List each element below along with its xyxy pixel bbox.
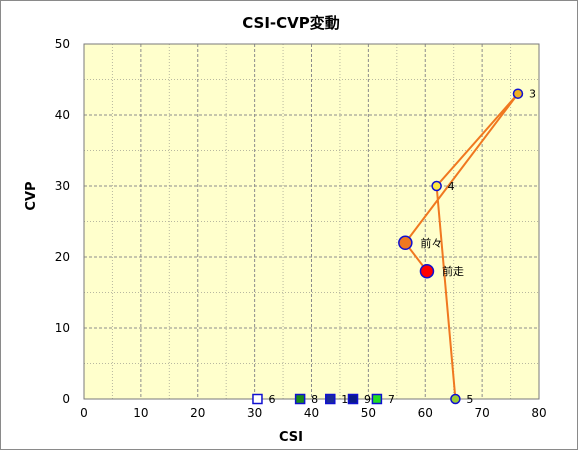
x-tick-label: 20 (190, 406, 205, 420)
y-tick-label: 20 (55, 250, 70, 264)
point-label-3: 3 (529, 88, 536, 101)
y-tick-label: 0 (62, 392, 70, 406)
point-marker-4 (431, 180, 442, 192)
y-axis-label: CVP (24, 181, 39, 210)
point-label-5: 5 (466, 393, 473, 406)
point-label-9: 9 (364, 393, 371, 406)
point-marker-9 (347, 393, 359, 405)
point-label-前々: 前々 (420, 236, 442, 250)
point-label-6: 6 (268, 393, 275, 406)
y-tick-label: 50 (55, 37, 70, 51)
y-tick-label: 30 (55, 179, 70, 193)
x-tick-label: 80 (531, 406, 546, 420)
point-marker-1 (325, 393, 336, 405)
y-tick-label: 10 (55, 321, 70, 335)
y-tick-label: 40 (55, 108, 70, 122)
x-tick-label: 30 (247, 406, 262, 420)
plot-border (83, 43, 540, 400)
x-axis-label: CSI (279, 430, 303, 445)
x-tick-label: 0 (80, 406, 88, 420)
point-marker-6 (252, 393, 263, 405)
point-label-7: 7 (388, 393, 395, 406)
x-tick-label: 10 (133, 406, 148, 420)
point-label-4: 4 (448, 180, 455, 193)
chart-title: CSI-CVP変動 (242, 14, 340, 32)
point-marker-前々 (398, 235, 413, 251)
point-label-前走: 前走 (442, 264, 464, 278)
point-marker-8 (294, 393, 306, 405)
x-tick-label: 50 (361, 406, 376, 420)
point-label-8: 8 (311, 393, 318, 406)
x-tick-label: 40 (304, 406, 319, 420)
point-label-1: 1 (341, 393, 348, 406)
point-marker-3 (512, 88, 524, 99)
x-tick-label: 60 (418, 406, 433, 420)
point-marker-前走 (419, 263, 435, 279)
x-tick-label: 70 (474, 406, 489, 420)
point-marker-5 (450, 393, 461, 405)
point-marker-7 (371, 393, 383, 405)
